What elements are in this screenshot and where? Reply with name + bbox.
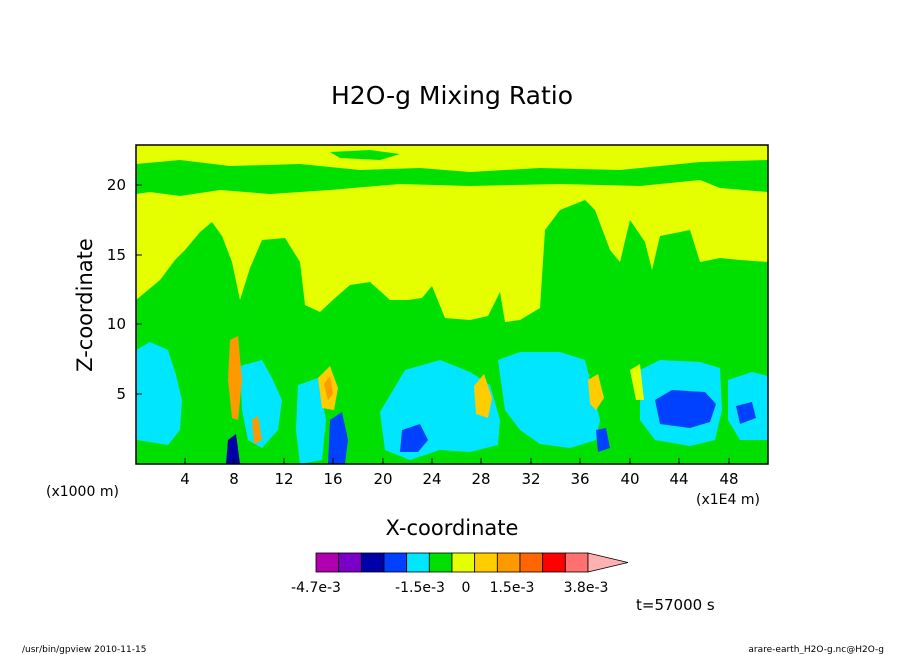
x-axis-label: X-coordinate bbox=[386, 516, 519, 540]
blue-core-38 bbox=[596, 428, 610, 452]
colorbar-swatch bbox=[519, 552, 544, 573]
yellow-spot-44 bbox=[630, 364, 644, 400]
colorbar-swatch bbox=[564, 552, 589, 573]
upper-green-blob bbox=[330, 150, 400, 160]
warm-column-28 bbox=[474, 374, 492, 418]
x-unit-right: (x1E4 m) bbox=[696, 492, 760, 508]
y-tick-label: 5 bbox=[116, 385, 126, 403]
x-tick-label: 4 bbox=[180, 470, 190, 488]
contour-field bbox=[136, 145, 768, 464]
colorbar bbox=[315, 552, 629, 573]
cyan-cell-14 bbox=[296, 378, 326, 464]
time-label: t=57000 s bbox=[636, 596, 715, 614]
y-tick-label: 20 bbox=[107, 176, 126, 194]
colorbar-swatch bbox=[428, 552, 453, 573]
cyan-cell-left bbox=[136, 342, 182, 445]
chart-title: H2O-g Mixing Ratio bbox=[331, 81, 573, 110]
lower-green-region bbox=[136, 200, 768, 464]
blue-core-8 bbox=[226, 434, 240, 464]
y-tick-label: 10 bbox=[107, 315, 126, 333]
colorbar-swatch bbox=[474, 552, 498, 573]
colorbar-swatch bbox=[587, 552, 629, 573]
y-axis: 5 10 15 20 bbox=[107, 176, 142, 403]
x-tick-label: 32 bbox=[521, 470, 540, 488]
footer-right: arare-earth_H2O-g.nc@H2O-g bbox=[748, 645, 884, 654]
colorbar-label: -4.7e-3 bbox=[291, 580, 341, 596]
x-tick-label: 8 bbox=[229, 470, 239, 488]
colorbar-swatch bbox=[338, 552, 362, 573]
warm-column-8 bbox=[228, 336, 242, 420]
y-axis-label: Z-coordinate bbox=[73, 238, 97, 372]
colorbar-swatch bbox=[542, 552, 566, 573]
x-tick-label: 36 bbox=[570, 470, 589, 488]
x-axis: 4 8 12 16 20 24 28 32 36 40 44 48 bbox=[180, 458, 739, 488]
colorbar-label: 0 bbox=[462, 580, 471, 596]
warm-spot-10 bbox=[252, 416, 262, 444]
x-tick-label: 44 bbox=[669, 470, 688, 488]
colorbar-label: 1.5e-3 bbox=[490, 580, 535, 596]
colorbar-swatch bbox=[360, 552, 385, 573]
x-unit-left: (x1000 m) bbox=[46, 484, 119, 500]
footer-left: /usr/bin/gpview 2010-11-15 bbox=[22, 645, 146, 654]
cyan-cell-32 bbox=[498, 352, 600, 448]
colorbar-swatch bbox=[315, 552, 340, 573]
plot-frame bbox=[135, 144, 769, 465]
x-tick-label: 28 bbox=[471, 470, 490, 488]
blue-core-16 bbox=[328, 412, 348, 464]
warm-column-37 bbox=[588, 374, 604, 410]
cyan-cell-8 bbox=[240, 360, 282, 448]
upper-green-band bbox=[136, 160, 768, 196]
warm-column-16-core bbox=[324, 376, 333, 400]
y-tick-label: 15 bbox=[107, 246, 126, 264]
x-tick-label: 24 bbox=[422, 470, 441, 488]
colorbar-label: 3.8e-3 bbox=[564, 580, 609, 596]
blue-core-22 bbox=[400, 424, 428, 452]
x-tick-label: 20 bbox=[373, 470, 392, 488]
colorbar-swatch bbox=[383, 552, 408, 573]
x-tick-label: 12 bbox=[274, 470, 293, 488]
colorbar-swatch bbox=[406, 552, 430, 573]
blue-core-44 bbox=[655, 390, 716, 428]
colorbar-swatch bbox=[451, 552, 476, 573]
blue-core-48 bbox=[736, 402, 756, 424]
colorbar-swatch bbox=[496, 552, 521, 573]
x-tick-label: 16 bbox=[323, 470, 342, 488]
x-tick-label: 40 bbox=[620, 470, 639, 488]
colorbar-label: -1.5e-3 bbox=[395, 580, 445, 596]
x-tick-label: 48 bbox=[719, 470, 738, 488]
